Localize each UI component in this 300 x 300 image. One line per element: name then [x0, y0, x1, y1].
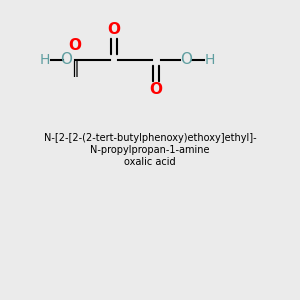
- Text: O: O: [180, 52, 192, 68]
- Text: O: O: [68, 38, 82, 52]
- Text: N-[2-[2-(2-tert-butylphenoxy)ethoxy]ethyl]-
N-propylpropan-1-amine
oxalic acid: N-[2-[2-(2-tert-butylphenoxy)ethoxy]ethy…: [44, 134, 256, 166]
- Text: H: H: [205, 53, 215, 67]
- Text: O: O: [107, 22, 121, 38]
- Text: O: O: [60, 52, 72, 68]
- Text: O: O: [149, 82, 163, 98]
- Text: H: H: [40, 53, 50, 67]
- Text: ‖: ‖: [71, 61, 79, 77]
